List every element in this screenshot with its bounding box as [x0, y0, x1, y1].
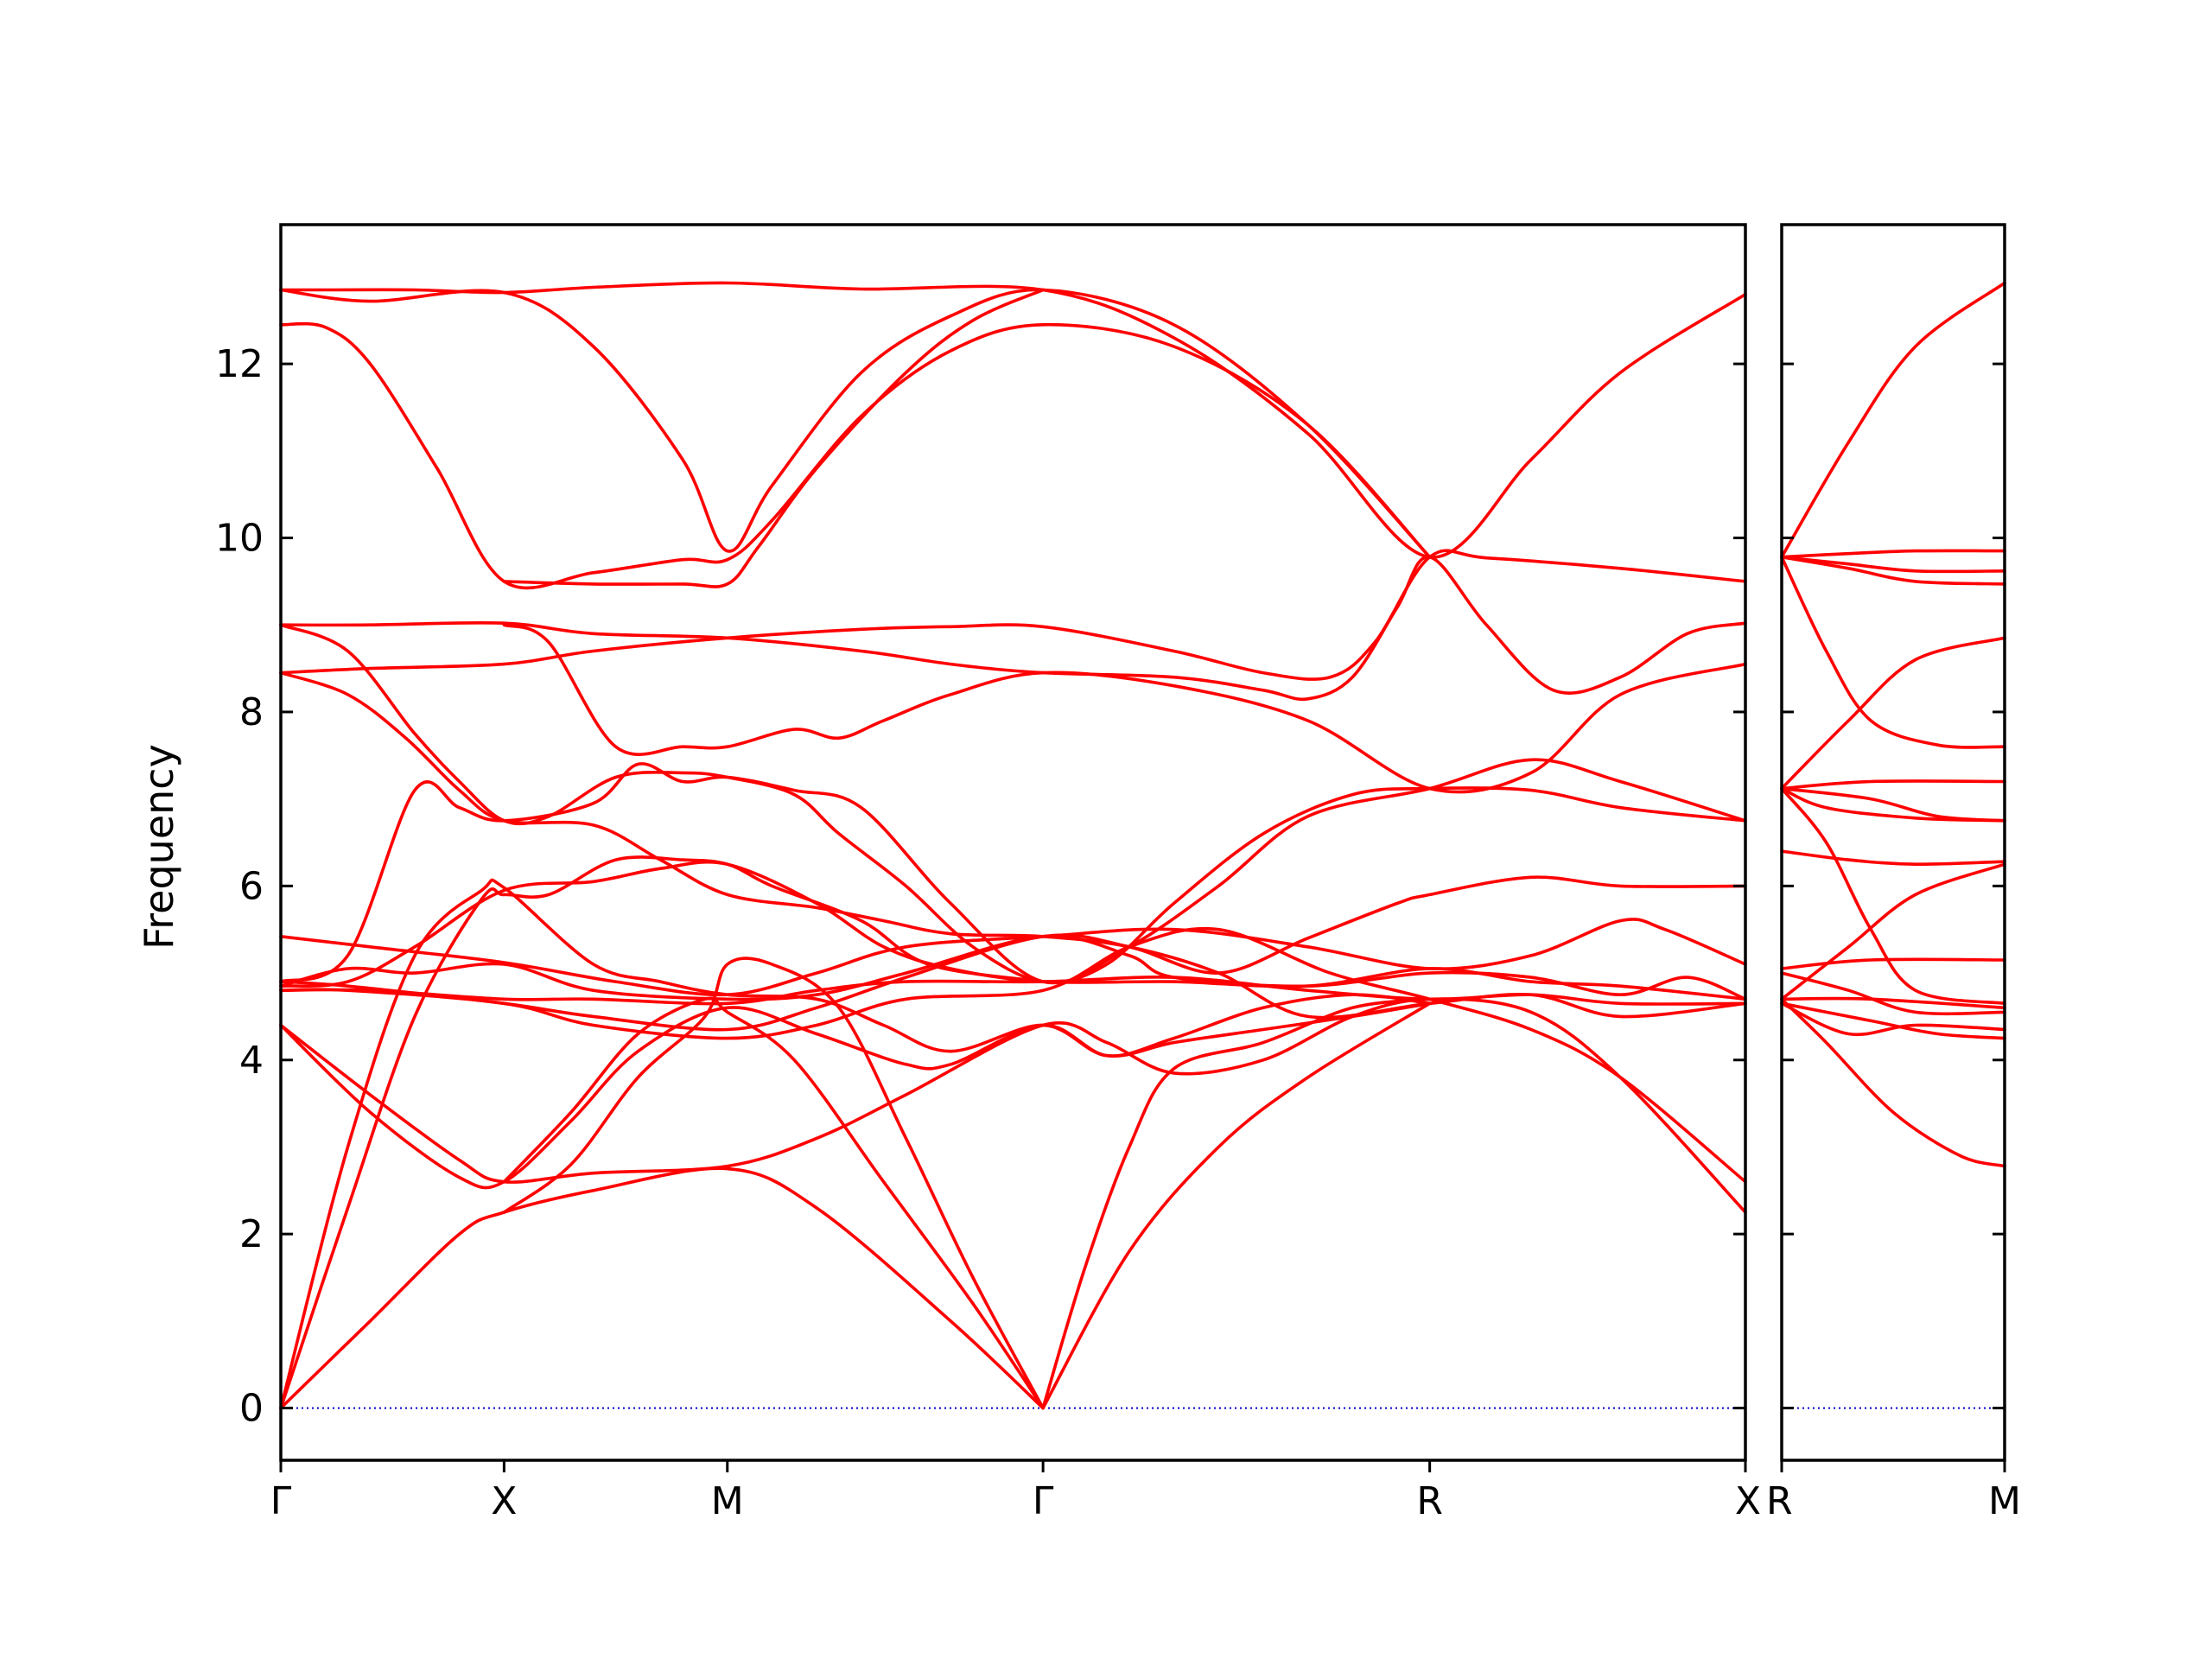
band-line-0-3: [502, 288, 1045, 588]
x-tick-label: M: [1988, 1479, 2021, 1523]
band-line-0-5: [279, 549, 1747, 681]
y-tick-label: 10: [215, 517, 264, 561]
band-line-0-14: [279, 933, 1747, 1032]
band-line-1-6: [1780, 779, 2006, 791]
band-line-1-5: [1780, 636, 2006, 791]
band-line-0-4: [279, 555, 1747, 702]
band-line-0-17: [279, 1001, 1432, 1190]
band-line-1-1: [1780, 549, 2006, 559]
band-line-1-16: [1780, 1001, 2006, 1037]
y-tick-label: 0: [239, 1387, 264, 1431]
band-line-1-11: [1780, 862, 2006, 1001]
y-axis-title: Frequency: [136, 744, 182, 950]
x-tick-label: R: [1416, 1479, 1443, 1523]
x-tick-label: Γ: [270, 1479, 292, 1523]
y-tick-label: 2: [239, 1212, 264, 1256]
band-line-0-6: [279, 623, 1747, 984]
band-line-1-4: [1780, 555, 2006, 749]
band-line-0-22: [502, 996, 1045, 1410]
band-line-1-17: [1780, 997, 2006, 1168]
x-tick-label: Γ: [1033, 1479, 1054, 1523]
x-tick-label: M: [711, 1479, 744, 1523]
band-line-1-8: [1780, 786, 2006, 823]
x-tick-label: R: [1766, 1479, 1793, 1523]
band-line-1-3: [1780, 555, 2006, 586]
y-tick-label: 12: [215, 342, 264, 386]
y-tick-label: 8: [239, 690, 264, 734]
y-tick-label: 6: [239, 864, 264, 908]
band-line-0-2: [279, 321, 1432, 590]
band-line-0-18: [279, 878, 1432, 1410]
band-line-0-23: [1041, 1001, 1432, 1410]
band-line-0-15: [279, 926, 1747, 1184]
plot-frame: [1780, 223, 2006, 1462]
band-line-0-0: [279, 281, 1747, 559]
band-line-0-9: [279, 758, 1747, 985]
x-tick-label: X: [1735, 1479, 1761, 1523]
band-line-0-7: [279, 671, 1747, 975]
y-tick-label: 4: [239, 1039, 264, 1083]
band-line-0-21: [502, 957, 1045, 1410]
band-line-0-19: [279, 855, 1045, 1410]
band-line-0-12: [279, 934, 1747, 1001]
band-line-0-1: [279, 288, 1432, 559]
band-line-0-10: [279, 918, 1747, 997]
panel-main: 0 2 4 6 8 10 12 Γ X M Γ R X: [215, 223, 1761, 1523]
band-line-1-9: [1780, 849, 2006, 867]
band-line-1-0: [1780, 281, 2006, 559]
band-line-1-13: [1780, 971, 2006, 1016]
band-line-0-24: [1041, 997, 1432, 1410]
x-tick-label: X: [491, 1479, 517, 1523]
band-line-1-2: [1780, 555, 2006, 574]
band-line-0-20: [279, 1166, 1045, 1410]
band-line-0-8: [502, 623, 1747, 794]
band-line-1-14: [1780, 996, 2006, 1010]
band-line-1-12: [1780, 957, 2006, 970]
plot-frame: [279, 223, 1747, 1462]
